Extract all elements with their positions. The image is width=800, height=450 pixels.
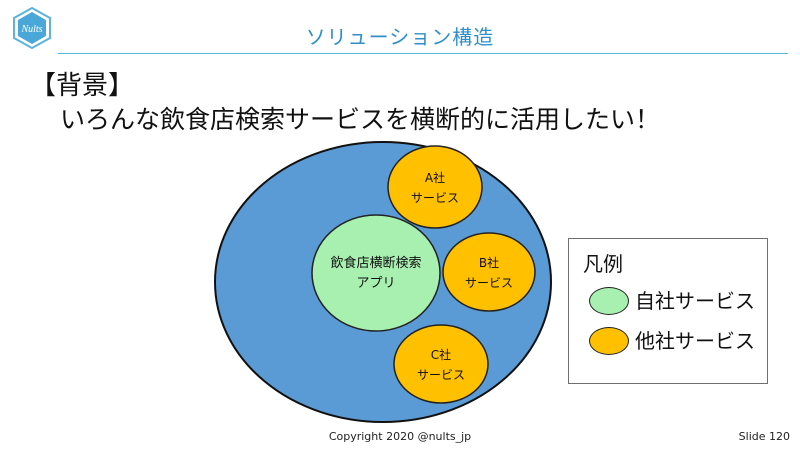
service-b-circle (442, 232, 536, 312)
title-divider (58, 53, 788, 54)
service-c-label-line1: C社 (430, 348, 452, 362)
service-a-label-line2: サービス (410, 191, 459, 205)
service-c-circle (393, 324, 489, 404)
legend-title: 凡例 (583, 252, 623, 276)
app-label-line2: アプリ (356, 276, 396, 291)
copyright-text: Copyright 2020 @nults_jp (328, 430, 472, 443)
other-service-label: 他社サービス (635, 329, 755, 353)
service-a-label-line1: A社 (424, 171, 446, 185)
logo-text: Nults (20, 24, 42, 35)
service-a-label: A社 サービス (395, 168, 475, 208)
own-service-swatch (589, 287, 629, 315)
app-label: 飲食店横断検索 アプリ (316, 254, 436, 294)
slide-number: Slide 120 (738, 430, 790, 443)
background-heading: 【背景】 (30, 71, 135, 101)
service-b-label-line2: サービス (464, 276, 513, 290)
legend: 凡例 自社サービス 他社サービス (568, 238, 768, 384)
own-service-label: 自社サービス (635, 289, 755, 313)
service-c-label: C社 サービス (401, 345, 481, 385)
service-c-label-line2: サービス (416, 368, 465, 382)
other-service-swatch (589, 327, 629, 355)
app-label-line1: 飲食店横断検索 (330, 256, 422, 271)
app-circle (311, 214, 441, 332)
service-b-label: B社 サービス (449, 253, 529, 293)
service-a-circle (387, 145, 483, 229)
service-b-label-line1: B社 (478, 256, 500, 270)
nults-logo-icon: Nults (13, 6, 51, 50)
slide-title: ソリューション構造 (305, 25, 495, 49)
background-text: いろんな飲食店検索サービスを横断的に活用したい！ (60, 105, 661, 134)
